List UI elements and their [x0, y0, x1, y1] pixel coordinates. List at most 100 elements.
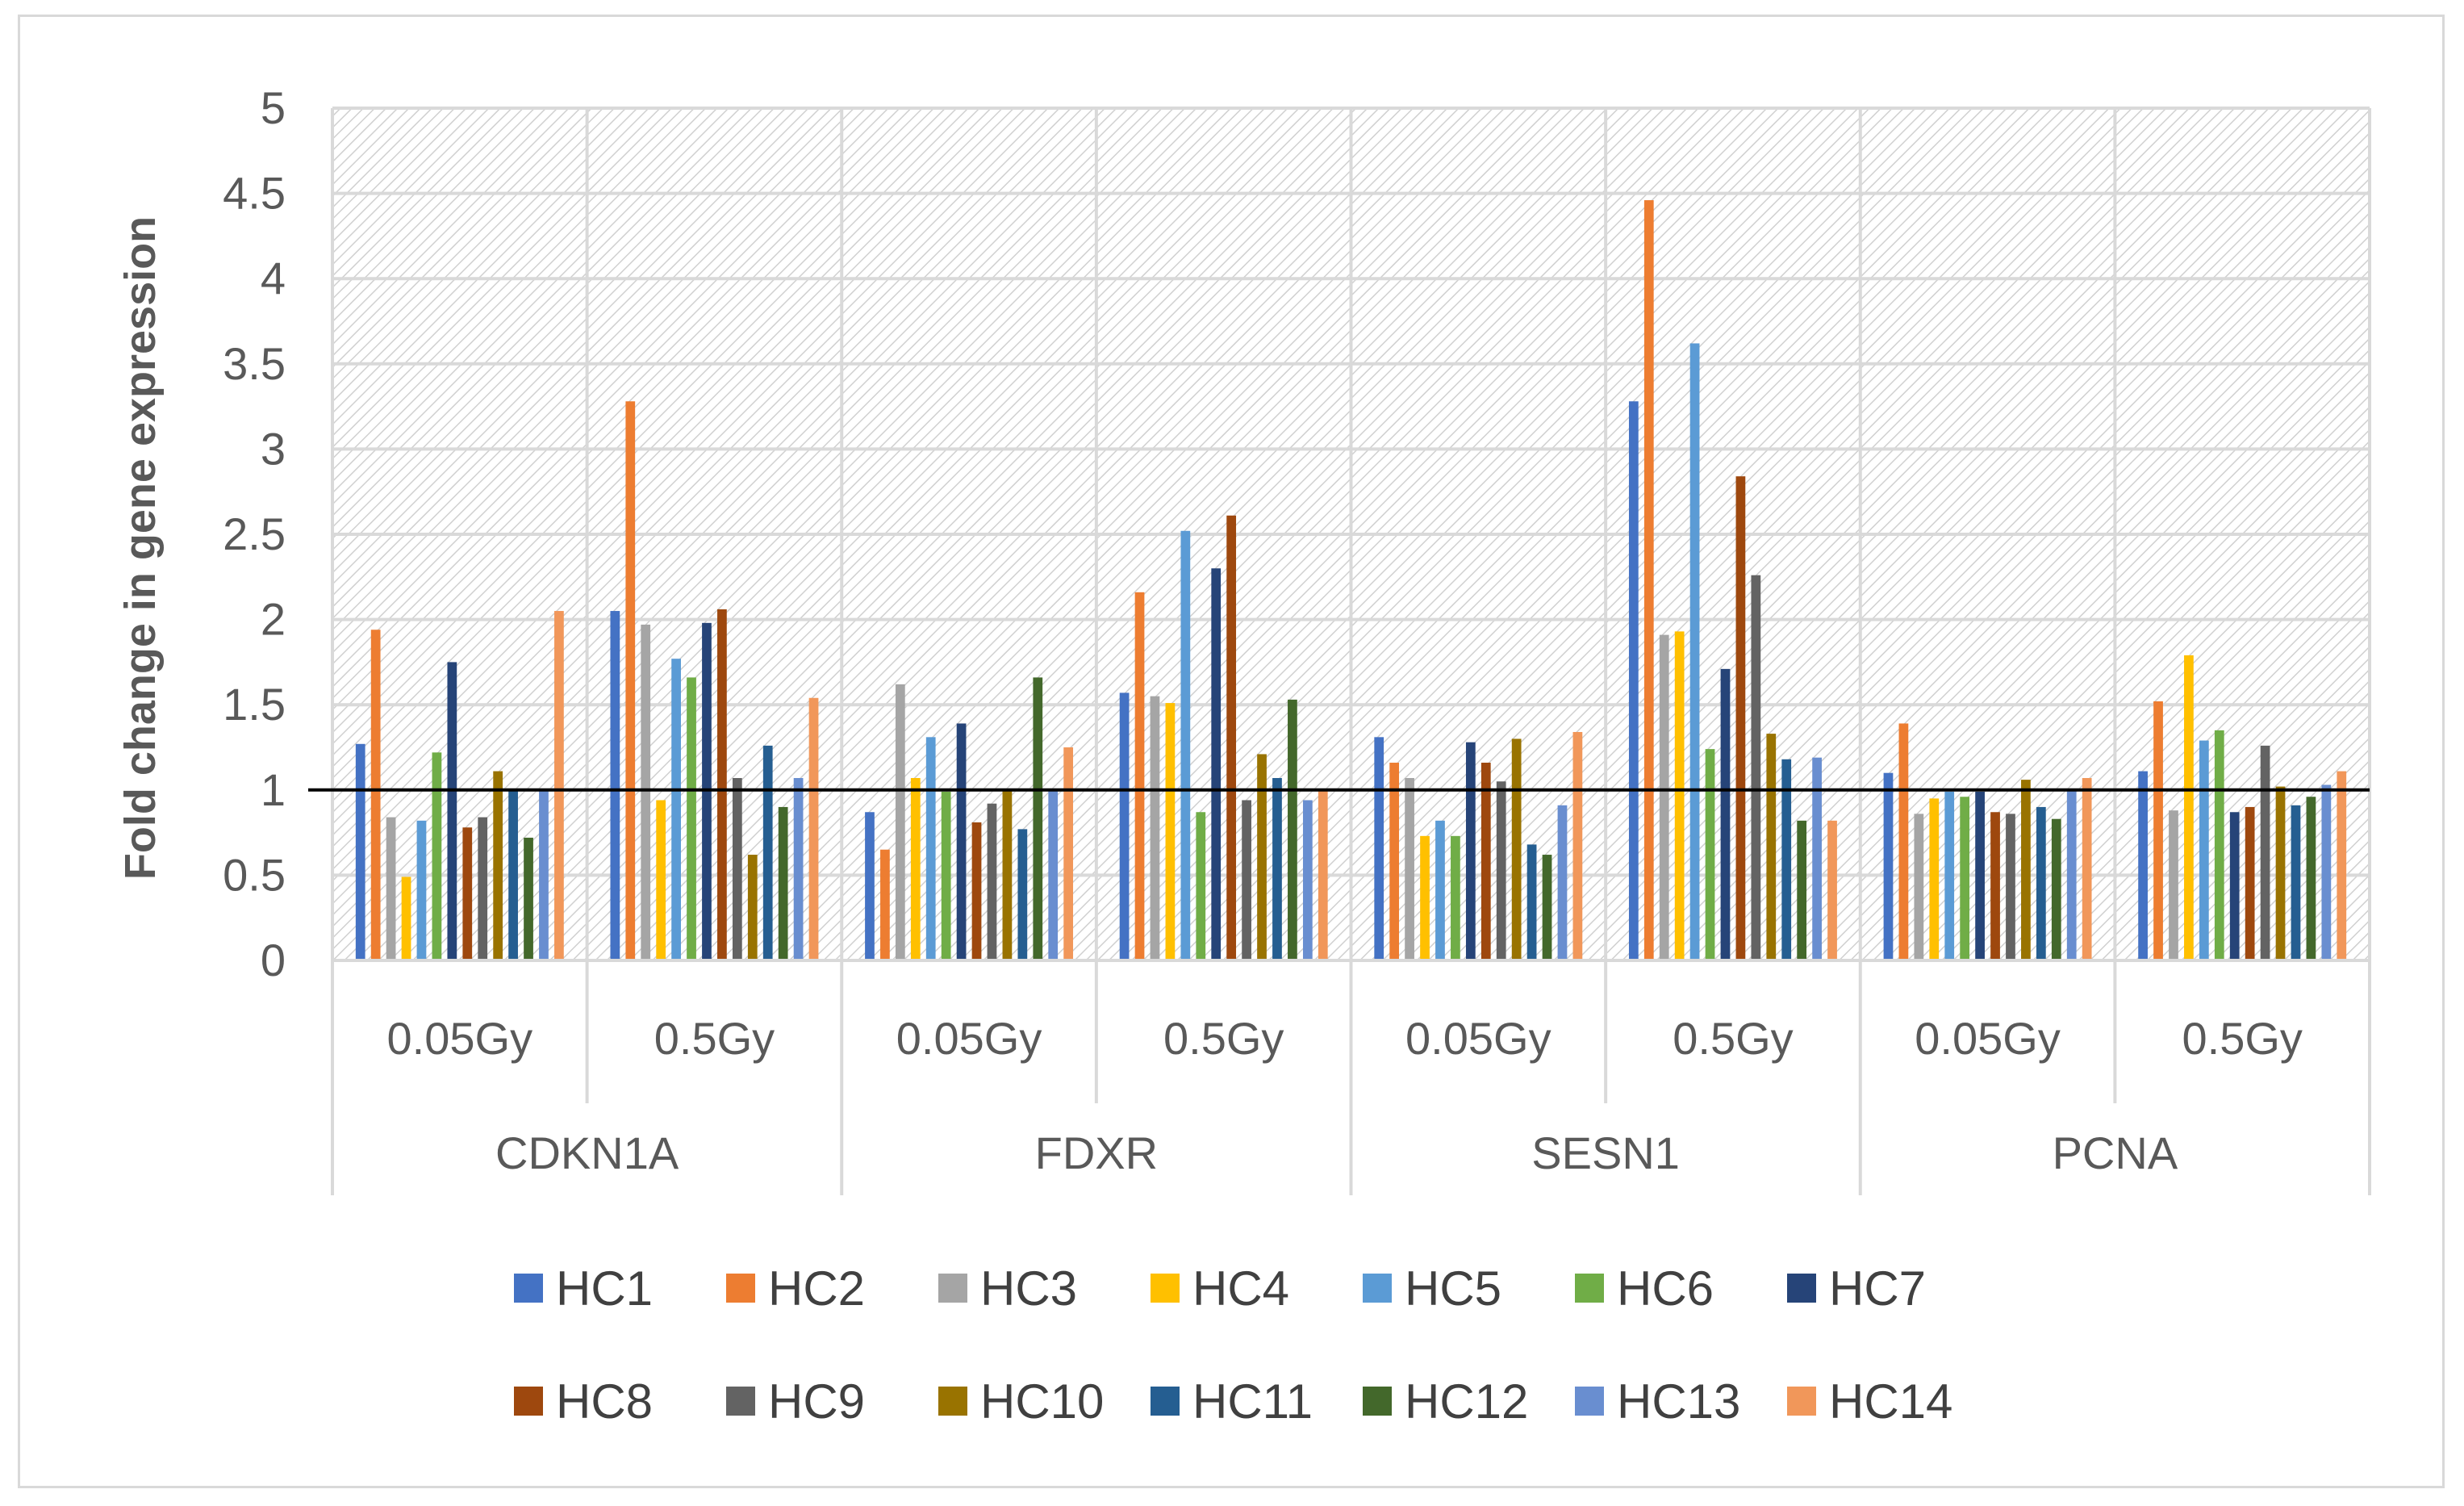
- bar-hc13-3: [1048, 789, 1059, 960]
- legend-swatch: [1363, 1387, 1392, 1416]
- bar-hc9-1: [478, 817, 488, 960]
- legend-item-hc2: HC2: [726, 1261, 865, 1316]
- bar-hc14-3: [1063, 747, 1074, 960]
- bar-hc14-1: [554, 611, 564, 960]
- bar-hc7-6: [1720, 668, 1731, 960]
- bar-hc1-5: [1374, 737, 1384, 960]
- bar-hc5-4: [1180, 530, 1191, 960]
- bar-hc7-2: [702, 622, 712, 960]
- bar-hc1-2: [610, 611, 620, 960]
- legend-swatch: [1363, 1274, 1392, 1303]
- bar-hc6-6: [1705, 749, 1715, 960]
- bar-hc11-2: [762, 745, 773, 960]
- bar-hc1-8: [2138, 771, 2148, 960]
- legend-item-hc6: HC6: [1575, 1261, 1714, 1316]
- bar-hc13-7: [2066, 789, 2077, 960]
- bar-hc14-8: [2337, 771, 2347, 960]
- bar-hc10-4: [1257, 754, 1267, 960]
- x-dose-label: 0.05Gy: [1405, 1013, 1551, 1064]
- legend-item-hc10: HC10: [938, 1374, 1104, 1429]
- bar-hc10-3: [1002, 789, 1013, 960]
- legend-swatch: [726, 1387, 755, 1416]
- bar-hc2-1: [370, 630, 381, 960]
- bar-hc12-4: [1288, 699, 1297, 960]
- bar-hc8-3: [971, 822, 982, 960]
- bar-hc4-5: [1420, 835, 1430, 960]
- bar-hc12-6: [1797, 820, 1807, 960]
- bar-hc12-5: [1542, 855, 1552, 960]
- bar-hc9-4: [1242, 800, 1251, 960]
- legend-swatch: [1787, 1274, 1816, 1303]
- bar-hc4-6: [1674, 631, 1685, 960]
- bar-hc7-8: [2229, 812, 2240, 960]
- bar-hc3-6: [1659, 634, 1669, 960]
- legend-swatch: [1151, 1274, 1180, 1303]
- bar-hc2-2: [625, 401, 636, 960]
- bar-hc10-6: [1766, 734, 1777, 960]
- bar-hc5-3: [925, 737, 936, 960]
- chart-frame: 0 0.5 1 1.5 2 2.5 3 3.5 4 4.5 5 0.05Gy 0.5Gy CDKN1A 0.…: [18, 15, 2445, 1488]
- legend-label: HC12: [1405, 1374, 1528, 1429]
- x-dose-label: 0.5Gy: [654, 1013, 775, 1064]
- bar-hc5-1: [416, 820, 427, 960]
- bar-hc11-5: [1526, 844, 1537, 960]
- bar-hc7-7: [1975, 791, 1985, 960]
- legend-label: HC11: [1192, 1374, 1313, 1429]
- legend-item-hc7: HC7: [1787, 1261, 1926, 1316]
- legend-swatch: [1787, 1387, 1816, 1416]
- bar-hc13-4: [1302, 800, 1313, 960]
- bar-hc4-1: [401, 876, 411, 960]
- legend-swatch: [1151, 1387, 1180, 1416]
- legend-swatch: [514, 1274, 543, 1303]
- y-tick-label: 4: [261, 253, 286, 303]
- bar-hc8-2: [717, 609, 727, 960]
- legend-item-hc9: HC9: [726, 1374, 865, 1429]
- bar-hc3-1: [386, 817, 396, 960]
- legend-swatch: [726, 1274, 755, 1303]
- x-dose-label: 0.5Gy: [2182, 1013, 2302, 1064]
- bar-hc14-5: [1572, 731, 1583, 960]
- legend-swatch: [1575, 1274, 1604, 1303]
- bar-hc4-4: [1165, 703, 1176, 960]
- bar-hc5-2: [671, 659, 681, 960]
- legend-label: HC4: [1192, 1261, 1289, 1316]
- bar-hc7-4: [1211, 568, 1222, 960]
- bar-hc10-7: [2021, 780, 2031, 960]
- bar-hc13-6: [1812, 757, 1822, 960]
- bar-hc11-3: [1017, 829, 1028, 960]
- bar-hc9-2: [732, 778, 742, 960]
- bar-hc4-2: [656, 800, 666, 960]
- bar-hc2-7: [1898, 723, 1909, 960]
- bar-hc14-2: [808, 697, 819, 960]
- legend-item-hc5: HC5: [1363, 1261, 1501, 1316]
- bar-hc2-8: [2153, 701, 2163, 960]
- y-tick-label: 0.5: [223, 849, 286, 900]
- bar-hc4-7: [1929, 798, 1940, 960]
- bar-hc2-4: [1134, 592, 1145, 960]
- bar-hc8-7: [1990, 812, 2000, 960]
- bar-hc5-5: [1435, 820, 1445, 960]
- legend-item-hc12: HC12: [1363, 1374, 1528, 1429]
- y-tick-label: 2.5: [223, 508, 286, 559]
- x-gene-label: SESN1: [1531, 1127, 1680, 1178]
- legend-label: HC8: [556, 1374, 653, 1429]
- legend-item-hc11: HC11: [1151, 1374, 1313, 1429]
- bar-hc3-8: [2169, 810, 2178, 960]
- legend-label: HC9: [768, 1374, 865, 1429]
- bar-hc2-5: [1389, 763, 1400, 960]
- y-axis-title: Fold change in gene expression: [116, 216, 165, 880]
- bar-hc12-1: [524, 837, 533, 960]
- legend-label: HC5: [1405, 1261, 1501, 1316]
- bar-hc2-3: [880, 849, 890, 960]
- bar-hc13-5: [1557, 805, 1568, 960]
- y-tick-label: 2: [261, 594, 286, 645]
- legend-label: HC6: [1617, 1261, 1714, 1316]
- bar-hc9-7: [2006, 814, 2015, 960]
- legend-item-hc3: HC3: [938, 1261, 1077, 1316]
- y-tick-label: 1: [261, 764, 286, 815]
- bar-hc7-1: [447, 662, 457, 960]
- bar-hc14-4: [1318, 789, 1328, 960]
- bar-hc4-3: [910, 778, 921, 960]
- bar-hc14-7: [2082, 778, 2092, 960]
- bar-hc11-7: [2036, 806, 2046, 960]
